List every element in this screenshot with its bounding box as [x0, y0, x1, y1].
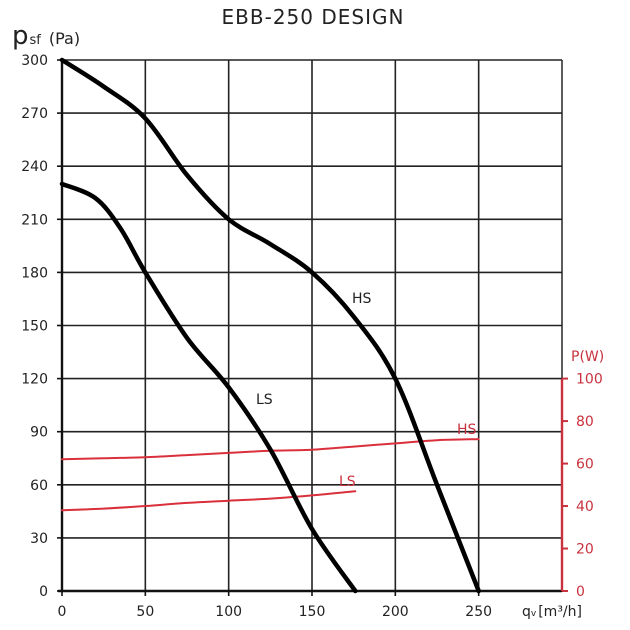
power-label-hs: HS [457, 422, 477, 438]
y-axis-label-sub: sf [30, 33, 42, 48]
y2-tick-label: 100 [576, 372, 603, 388]
y-tick-label: 0 [39, 584, 48, 600]
grid [62, 59, 563, 591]
power-curve-ls [61, 490, 357, 512]
pressure-curve-hs [59, 57, 481, 594]
y2-tick-label: 0 [576, 584, 585, 600]
y-tick-label: 30 [30, 531, 48, 547]
x-axis-label-main: q [522, 604, 531, 620]
x-tick-label: 0 [58, 604, 67, 620]
y-tick-label: 180 [21, 265, 48, 281]
x-axis-label-sub: v [531, 609, 537, 619]
x-tick-label: 200 [382, 604, 409, 620]
y2-tick-label: 40 [576, 499, 594, 515]
y-tick-label: 270 [21, 106, 48, 122]
x-axis-label: qv [m³/h] [522, 604, 582, 620]
y2-tick-label: 20 [576, 542, 594, 558]
y-tick-label: 210 [21, 212, 48, 228]
y-tick-label: 240 [21, 159, 48, 175]
y-axis-label: psf (Pa) [12, 21, 80, 51]
y-tick-label: 150 [21, 319, 48, 335]
x-tick-label: 100 [215, 604, 242, 620]
power-label-ls: LS [339, 474, 356, 490]
pressure-curves [59, 57, 481, 594]
y-tick-label: 60 [30, 478, 48, 494]
y2-tick-label: 80 [576, 414, 594, 430]
chart-title: EBB-250 DESIGN [222, 5, 405, 29]
x-axis-label-unit: [m³/h] [538, 604, 582, 620]
y2-axis-label: P(W) [571, 349, 604, 365]
x-tick-label: 50 [136, 604, 154, 620]
y-axis-label-main: p [12, 21, 29, 51]
pressure-curve-ls [59, 181, 358, 594]
x-tick-label: 150 [299, 604, 326, 620]
y-tick-label: 300 [21, 53, 48, 69]
y-axis-label-unit: (Pa) [49, 29, 80, 48]
y-tick-label: 120 [21, 372, 48, 388]
y2-tick-label: 60 [576, 457, 594, 473]
pressure-label-hs: HS [352, 291, 372, 307]
x-tick-label: 250 [465, 604, 492, 620]
pressure-label-ls: LS [256, 392, 273, 408]
y-tick-label: 90 [30, 425, 48, 441]
